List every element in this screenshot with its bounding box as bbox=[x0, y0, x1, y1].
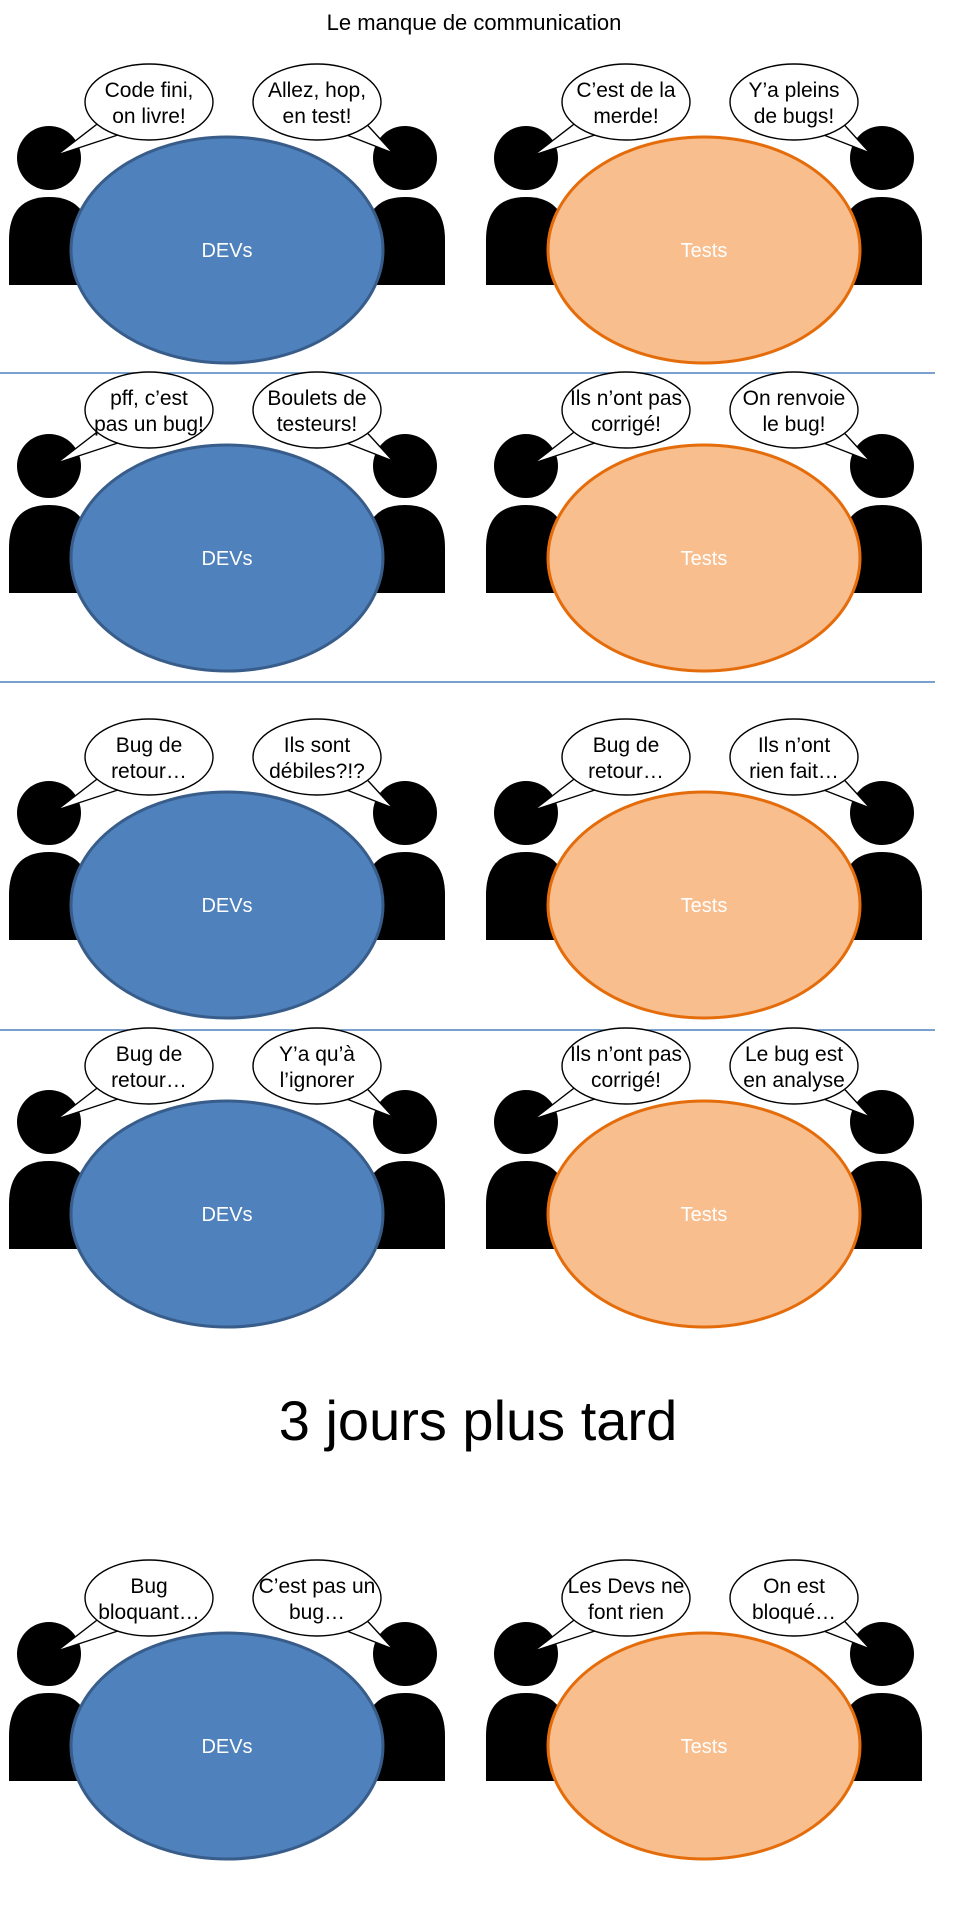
dev-table-label: DEVs bbox=[201, 548, 252, 570]
person-head-icon bbox=[17, 434, 81, 498]
speech-bubble-line: de bugs! bbox=[754, 105, 835, 128]
speech-bubble-line: bug… bbox=[289, 1601, 345, 1624]
speech-bubble-line: C’est pas un bbox=[259, 1575, 376, 1598]
person-head-icon bbox=[373, 1622, 437, 1686]
speech-bubble-line: bloquant… bbox=[98, 1601, 200, 1624]
speech-bubble-line: bloqué… bbox=[752, 1601, 836, 1624]
speech-bubble-line: On est bbox=[763, 1575, 825, 1598]
person-head-icon bbox=[17, 1090, 81, 1154]
dev-table-group: DEVs Code fini, on livre! Allez, hop, en tes… bbox=[9, 64, 445, 363]
person-head-icon bbox=[373, 781, 437, 845]
speech-bubble-line: merde! bbox=[593, 105, 658, 128]
speech-bubble-line: en analyse bbox=[743, 1069, 845, 1092]
speech-bubble-line: Bug de bbox=[116, 1043, 183, 1066]
speech-bubble-line: Les Devs ne bbox=[568, 1575, 685, 1598]
test-table-label: Tests bbox=[681, 1204, 728, 1226]
speech-bubble-line: font rien bbox=[588, 1601, 664, 1624]
speech-bubble-line: pff, c’est bbox=[110, 387, 188, 410]
speech-bubble-line: Ils n’ont bbox=[758, 734, 831, 757]
person-head-icon bbox=[494, 434, 558, 498]
speech-bubble-line: Boulets de bbox=[267, 387, 366, 410]
speech-bubble-line: Ils n’ont pas bbox=[570, 387, 682, 410]
dev-table-label: DEVs bbox=[201, 1204, 252, 1226]
speech-bubble-line: le bug! bbox=[762, 413, 825, 436]
dev-table-label: DEVs bbox=[201, 1736, 252, 1758]
test-table-group: Tests C’est de la merde! Y’a pleins de bugs! bbox=[486, 64, 922, 363]
person-head-icon bbox=[850, 1622, 914, 1686]
person-head-icon bbox=[850, 434, 914, 498]
speech-bubble-line: corrigé! bbox=[591, 1069, 661, 1092]
speech-bubble-line: C’est de la bbox=[576, 79, 676, 102]
speech-bubble-line: on livre! bbox=[112, 105, 186, 128]
test-table-label: Tests bbox=[681, 895, 728, 917]
interlude-caption: 3 jours plus tard bbox=[279, 1389, 677, 1452]
speech-bubble-line: débiles?!? bbox=[269, 760, 365, 783]
speech-bubble-line: Y’a qu’à bbox=[279, 1043, 355, 1066]
test-table-group: Tests Les Devs ne font rien On est bloqué… bbox=[486, 1560, 922, 1859]
speech-bubble-line: l’ignorer bbox=[280, 1069, 355, 1092]
speech-bubble-line: Ils sont bbox=[284, 734, 351, 757]
speech-bubble-line: retour… bbox=[588, 760, 664, 783]
person-head-icon bbox=[373, 126, 437, 190]
person-head-icon bbox=[17, 126, 81, 190]
speech-bubble-line: corrigé! bbox=[591, 413, 661, 436]
speech-bubble-line: Bug de bbox=[593, 734, 660, 757]
speech-bubble-line: Le bug est bbox=[745, 1043, 843, 1066]
speech-bubble-line: retour… bbox=[111, 760, 187, 783]
person-head-icon bbox=[494, 781, 558, 845]
dev-table-label: DEVs bbox=[201, 240, 252, 262]
speech-bubble-line: Bug de bbox=[116, 734, 183, 757]
test-table-group: Tests Bug de retour… Ils n’ont rien fait… bbox=[486, 719, 922, 1018]
dev-table-group: DEVs Bug bloquant… C’est pas un bug… bbox=[9, 1560, 445, 1859]
person-head-icon bbox=[17, 781, 81, 845]
speech-bubble-line: Y’a pleins bbox=[748, 79, 839, 102]
speech-bubble-line: rien fait… bbox=[749, 760, 839, 783]
test-table-group: Tests Ils n’ont pas corrigé! On renvoie le b… bbox=[486, 372, 922, 671]
person-head-icon bbox=[494, 1622, 558, 1686]
speech-bubble-line: pas un bug! bbox=[94, 413, 204, 436]
dev-table-label: DEVs bbox=[201, 895, 252, 917]
person-head-icon bbox=[373, 434, 437, 498]
person-head-icon bbox=[494, 126, 558, 190]
dev-table-group: DEVs Bug de retour… Ils sont débiles?!? bbox=[9, 719, 445, 1018]
person-head-icon bbox=[850, 1090, 914, 1154]
speech-bubble-line: Allez, hop, bbox=[268, 79, 366, 102]
speech-bubble-line: retour… bbox=[111, 1069, 187, 1092]
speech-bubble-line: testeurs! bbox=[277, 413, 358, 436]
speech-bubble-line: Bug bbox=[130, 1575, 167, 1598]
speech-bubble-line: en test! bbox=[283, 105, 352, 128]
dev-table-group: DEVs pff, c’est pas un bug! Boulets de teste… bbox=[9, 372, 445, 671]
test-table-label: Tests bbox=[681, 240, 728, 262]
test-table-group: Tests Ils n’ont pas corrigé! Le bug est en a… bbox=[486, 1028, 922, 1327]
page-title: Le manque de communication bbox=[327, 10, 622, 35]
person-head-icon bbox=[494, 1090, 558, 1154]
test-table-label: Tests bbox=[681, 548, 728, 570]
person-head-icon bbox=[850, 781, 914, 845]
speech-bubble-line: Code fini, bbox=[105, 79, 194, 102]
speech-bubble-line: Ils n’ont pas bbox=[570, 1043, 682, 1066]
dev-table-group: DEVs Bug de retour… Y’a qu’à l’ignorer bbox=[9, 1028, 445, 1327]
person-head-icon bbox=[850, 126, 914, 190]
person-head-icon bbox=[17, 1622, 81, 1686]
speech-bubble-line: On renvoie bbox=[743, 387, 846, 410]
person-head-icon bbox=[373, 1090, 437, 1154]
test-table-label: Tests bbox=[681, 1736, 728, 1758]
